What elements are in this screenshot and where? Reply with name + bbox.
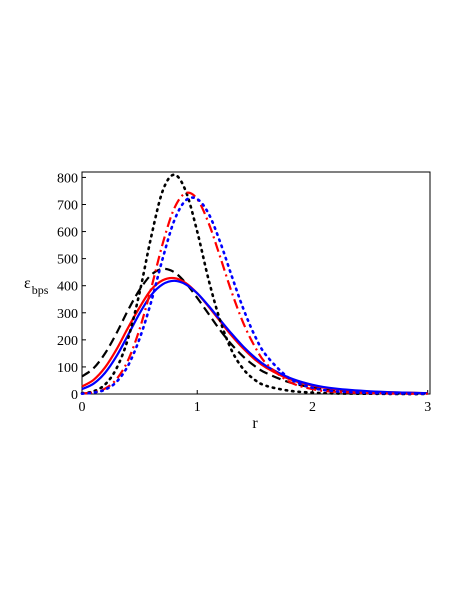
tick-labels: 0 1 2 3 0 100 200 300 400 500 600 700 800 (57, 171, 431, 415)
y-tick-label: 700 (57, 198, 78, 213)
plot-frame (81, 171, 431, 395)
series-line-4 (80, 173, 429, 396)
x-tick-label: 0 (79, 400, 86, 415)
y-axis-label-main: ε (24, 275, 31, 292)
y-tick-label: 600 (57, 226, 78, 241)
y-tick-label: 100 (57, 361, 78, 376)
series-line-3 (81, 279, 428, 395)
series-line-2 (81, 276, 428, 395)
series-line-5 (81, 191, 428, 395)
y-axis-label-sub: bps (32, 283, 49, 297)
series-line-6 (80, 196, 429, 396)
axis-ticks (81, 176, 429, 395)
y-tick-label: 0 (71, 388, 78, 403)
x-tick-label: 1 (194, 400, 201, 415)
x-tick-label: 3 (424, 400, 431, 415)
y-tick-label: 300 (57, 307, 78, 322)
y-tick-label: 800 (57, 171, 78, 186)
y-tick-label: 400 (57, 280, 78, 295)
y-tick-label: 200 (57, 334, 78, 349)
series-layer (80, 173, 429, 396)
x-tick-label: 2 (309, 400, 316, 415)
series-line-1 (81, 267, 428, 395)
x-axis-label: r (252, 415, 258, 432)
y-axis-label: εbps (24, 275, 49, 297)
y-tick-label: 500 (57, 253, 78, 268)
